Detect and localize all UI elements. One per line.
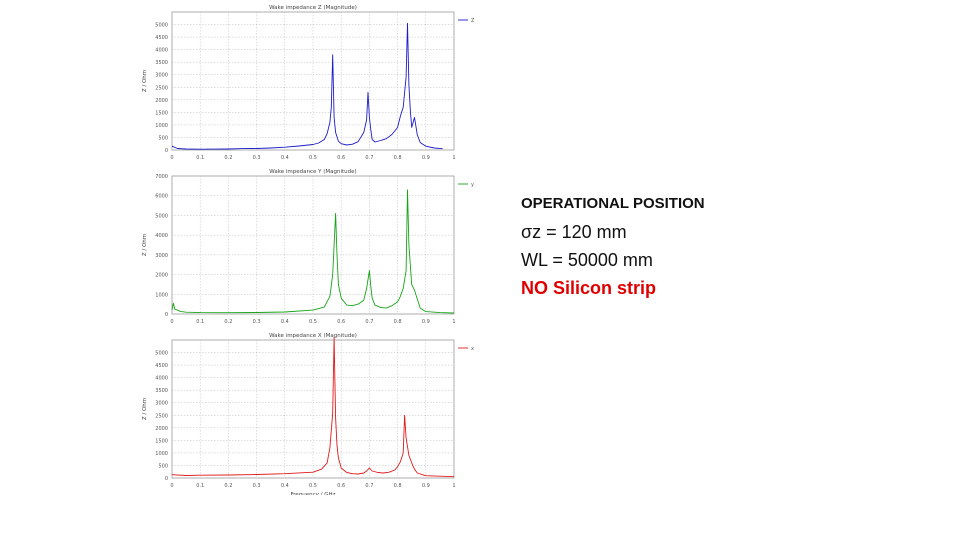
y-tick-label: 3500: [155, 60, 168, 66]
x-tick-label: 1: [452, 155, 455, 161]
legend-label-x: x: [471, 346, 474, 352]
y-tick-label: 4500: [155, 363, 168, 369]
y-tick-label: 0: [165, 312, 168, 318]
y-tick-label: 0: [165, 476, 168, 482]
y-tick-label: 5000: [155, 351, 168, 357]
impedance-charts: Wake impedance Z (Magnitude) Z / Ohm 0 500 1…: [142, 5, 475, 495]
y-tick-label: 500: [158, 463, 168, 469]
y-tick-label: 2000: [155, 98, 168, 104]
x-tick-label: 0.7: [365, 483, 373, 489]
series-line-x: [171, 337, 455, 478]
series-line-y: [171, 189, 455, 314]
chart-x-title: Wake impedance X (Magnitude): [269, 333, 357, 339]
y-tick-label: 3000: [155, 401, 168, 407]
y-tick-label: 1000: [155, 123, 168, 129]
chart-z-title: Wake impedance Z (Magnitude): [269, 5, 357, 11]
x-tick-label: 0.6: [337, 155, 345, 161]
legend-label-Z: Z: [471, 18, 475, 24]
x-tick-label: 1: [452, 483, 455, 489]
silicon-strip-line: NO Silicon strip: [521, 278, 657, 298]
x-tick-label: 0.6: [337, 319, 345, 325]
y-tick-label: 5000: [155, 23, 168, 29]
y-tick-label: 2500: [155, 413, 168, 419]
y-tick-label: 6000: [155, 194, 168, 200]
y-tick-label: 3000: [155, 253, 168, 259]
legend-label-y: y: [471, 182, 474, 188]
x-tick-label: 0.9: [422, 319, 430, 325]
y-tick-label: 4000: [155, 233, 168, 239]
x-tick-label: 0.2: [224, 155, 232, 161]
y-tick-label: 0: [165, 148, 168, 154]
operational-position-heading: OPERATIONAL POSITION: [521, 195, 705, 212]
x-tick-label: 0.3: [253, 319, 261, 325]
simulation-notes: OPERATIONAL POSITION σz = 120 mm WL = 50…: [521, 190, 705, 302]
x-tick-label: 0.1: [196, 155, 204, 161]
x-tick-label: 0: [170, 319, 173, 325]
x-tick-label: 0: [170, 155, 173, 161]
x-tick-label: 0.8: [394, 155, 402, 161]
y-tick-label: 1500: [155, 438, 168, 444]
y-tick-label: 7000: [155, 174, 168, 180]
x-tick-label: 0.4: [281, 319, 289, 325]
y-tick-label: 4000: [155, 48, 168, 54]
series-line-Z: [171, 22, 443, 150]
chart-x-xlabel: Frequency / GHz: [290, 492, 335, 495]
x-tick-label: 0: [170, 483, 173, 489]
x-tick-label: 0.9: [422, 483, 430, 489]
wake-length-line: WL = 50000 mm: [521, 250, 653, 270]
x-tick-label: 0.5: [309, 483, 317, 489]
x-tick-label: 0.2: [224, 319, 232, 325]
x-tick-label: 0.1: [196, 483, 204, 489]
y-tick-label: 5000: [155, 213, 168, 219]
chart-y-title: Wake impedance Y (Magnitude): [269, 169, 356, 175]
chart-x-ylabel: Z / Ohm: [142, 398, 148, 420]
x-tick-label: 0.3: [253, 483, 261, 489]
chart-z-ylabel: Z / Ohm: [142, 70, 148, 92]
y-tick-label: 3000: [155, 73, 168, 79]
chart-y-panel: Wake impedance Y (Magnitude) Z / Ohm 0 1000…: [142, 169, 474, 325]
x-tick-label: 0.4: [281, 155, 289, 161]
x-tick-label: 0.8: [394, 483, 402, 489]
y-tick-label: 500: [158, 135, 168, 141]
x-tick-label: 1: [452, 319, 455, 325]
x-tick-label: 0.2: [224, 483, 232, 489]
x-tick-label: 0.1: [196, 319, 204, 325]
y-tick-label: 1000: [155, 292, 168, 298]
sigma-z-line: σz = 120 mm: [521, 222, 627, 242]
y-tick-label: 2000: [155, 426, 168, 432]
y-tick-label: 1500: [155, 110, 168, 116]
x-tick-label: 0.8: [394, 319, 402, 325]
x-tick-label: 0.7: [365, 155, 373, 161]
x-tick-label: 0.9: [422, 155, 430, 161]
y-tick-label: 2000: [155, 273, 168, 279]
chart-y-ylabel: Z / Ohm: [142, 234, 148, 256]
y-tick-label: 4000: [155, 376, 168, 382]
x-tick-label: 0.4: [281, 483, 289, 489]
y-tick-label: 3500: [155, 388, 168, 394]
y-tick-label: 2500: [155, 85, 168, 91]
x-tick-label: 0.7: [365, 319, 373, 325]
y-tick-label: 4500: [155, 35, 168, 41]
chart-z-panel: Wake impedance Z (Magnitude) Z / Ohm 0 500 1…: [142, 5, 475, 161]
x-tick-label: 0.3: [253, 155, 261, 161]
chart-x-panel: Wake impedance X (Magnitude) Z / Ohm 0 500 1…: [142, 333, 474, 495]
x-tick-label: 0.6: [337, 483, 345, 489]
x-tick-label: 0.5: [309, 155, 317, 161]
x-tick-label: 0.5: [309, 319, 317, 325]
y-tick-label: 1000: [155, 451, 168, 457]
